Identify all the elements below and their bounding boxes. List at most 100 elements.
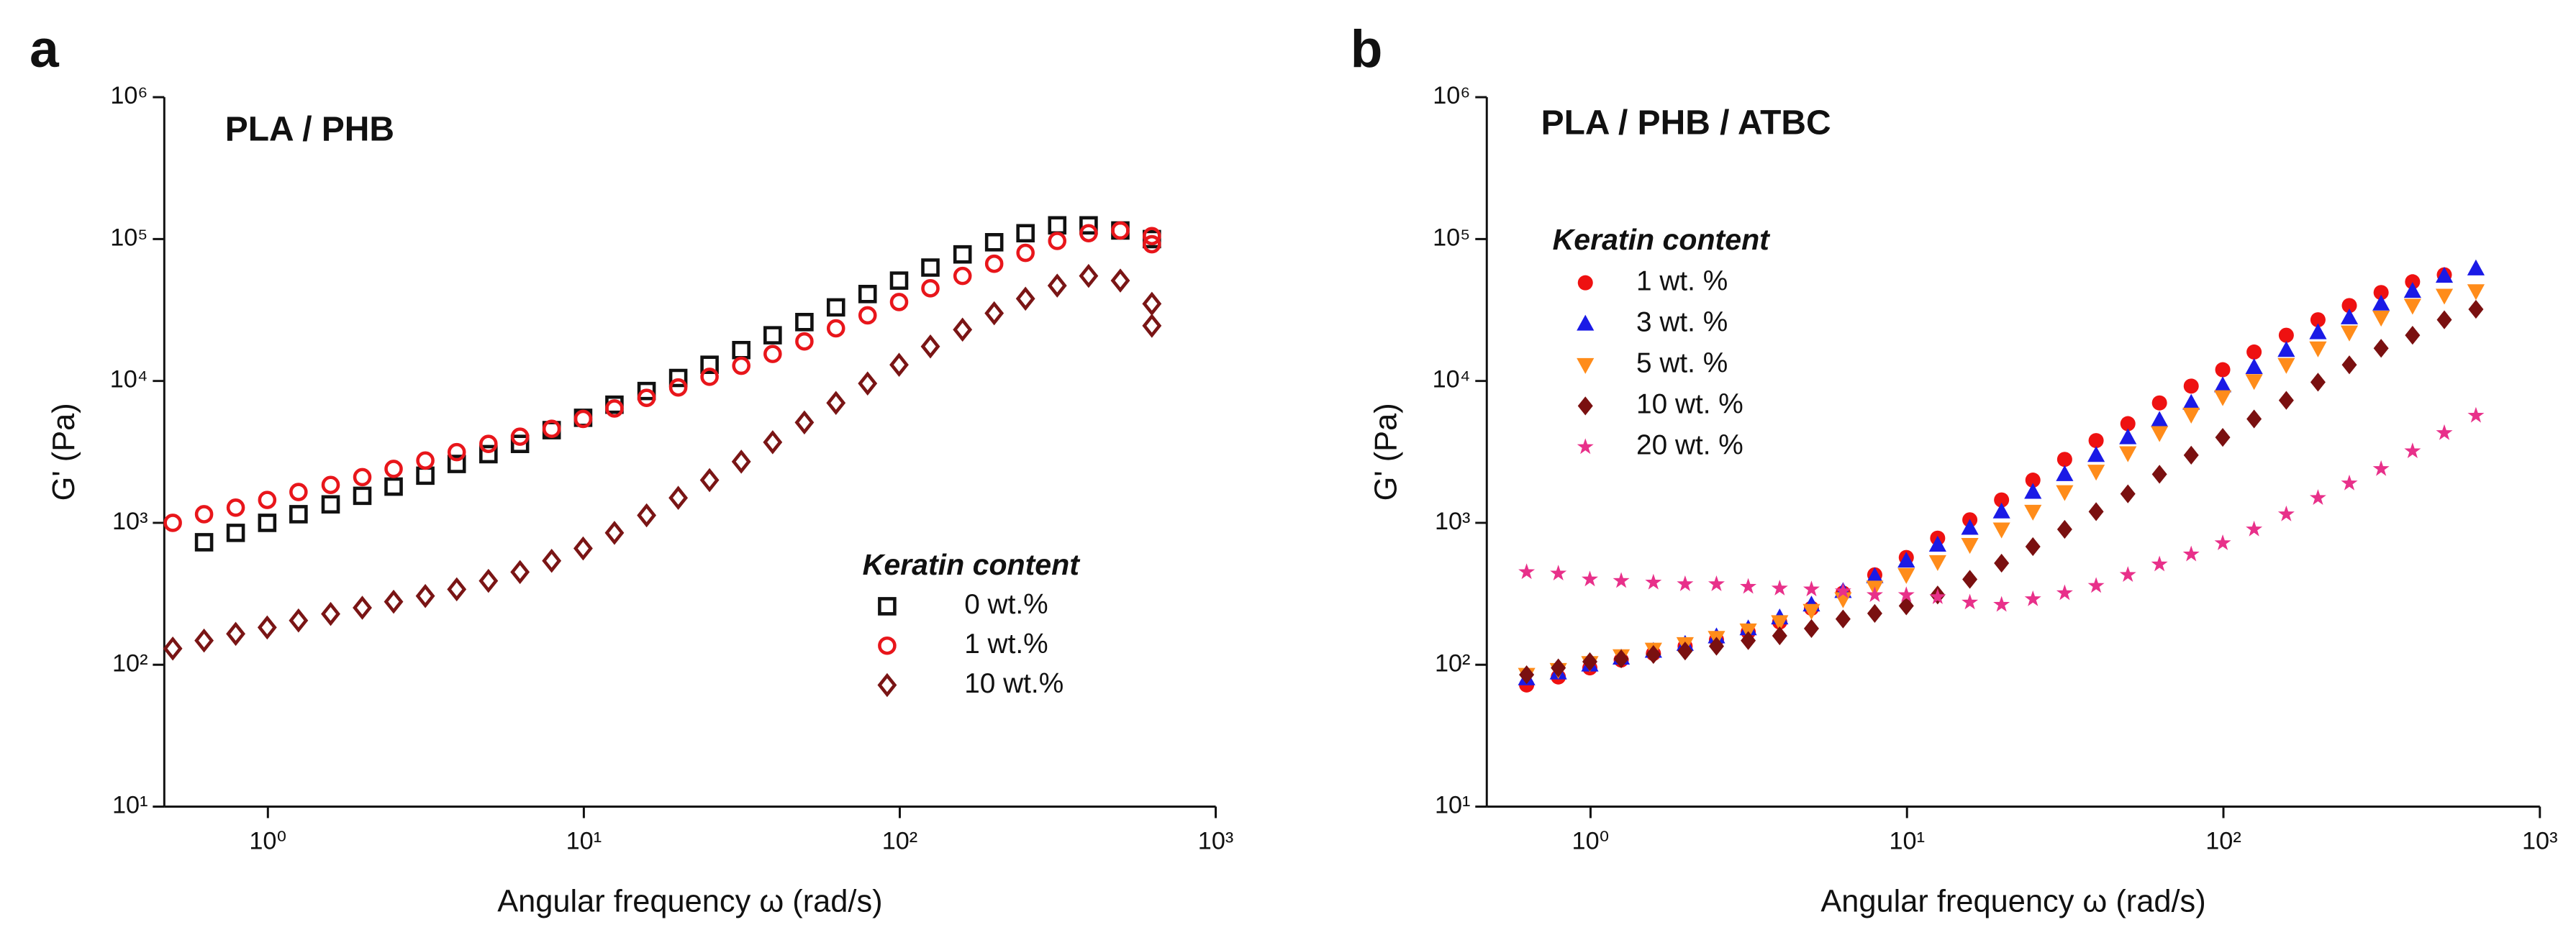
data-point [2245, 357, 2263, 375]
data-point [353, 468, 372, 487]
data-point [2435, 288, 2454, 305]
y-tick-label: 10¹ [112, 792, 148, 819]
data-point [479, 568, 499, 593]
data-point [2183, 378, 2199, 394]
data-point [2246, 409, 2262, 429]
data-point [2404, 442, 2421, 459]
legend-marker [878, 597, 897, 616]
data-point [1015, 286, 1035, 311]
data-point [700, 368, 719, 386]
data-point [542, 548, 562, 573]
data-point [163, 636, 183, 661]
data-point [1928, 555, 1946, 571]
data-point [2182, 545, 2200, 562]
data-point [479, 434, 498, 453]
data-point [668, 485, 689, 510]
data-point [2245, 374, 2263, 391]
data-point [2372, 311, 2390, 327]
data-point [415, 583, 435, 608]
data-point [1897, 567, 1915, 584]
data-point [858, 371, 878, 396]
data-point [2151, 555, 2168, 572]
legend-label: 10 wt.% [964, 668, 1063, 699]
data-point [2435, 267, 2454, 283]
data-point [2182, 407, 2200, 424]
data-point [1582, 652, 1598, 672]
data-point [2087, 446, 2105, 462]
data-point [2183, 445, 2199, 465]
data-point [510, 427, 530, 446]
data-point [2277, 341, 2295, 357]
data-point [826, 298, 845, 317]
panel-label: a [30, 20, 60, 78]
legend-marker [1577, 357, 1595, 374]
data-point [2340, 308, 2359, 324]
y-tick-label: 10³ [112, 508, 148, 535]
data-point [889, 293, 909, 311]
data-point [289, 483, 308, 501]
data-point [573, 409, 593, 429]
data-point [1142, 314, 1162, 338]
data-point [2310, 312, 2326, 328]
data-point [1143, 227, 1161, 246]
data-point [731, 450, 751, 474]
data-point [605, 399, 624, 418]
data-point [1048, 216, 1067, 235]
data-point [2278, 391, 2294, 410]
data-point [1646, 644, 1661, 665]
data-point [353, 596, 372, 620]
y-tick-label: 10⁶ [110, 82, 148, 109]
data-point [795, 332, 814, 351]
data-point [1143, 234, 1161, 254]
x-tick-label: 10¹ [1889, 828, 1924, 855]
data-point [889, 271, 909, 290]
data-point [2120, 416, 2136, 432]
data-point [2372, 460, 2390, 476]
data-point [953, 245, 972, 264]
data-point [1707, 575, 1725, 591]
data-point [953, 266, 972, 286]
data-point [2373, 339, 2389, 358]
data-point [479, 444, 498, 464]
data-point [2403, 298, 2421, 315]
y-tick-label: 10⁴ [110, 366, 148, 393]
data-point [289, 608, 309, 633]
data-point [1079, 263, 1099, 288]
legend-marker [878, 636, 897, 655]
data-point [2215, 362, 2231, 378]
data-point [763, 430, 783, 455]
data-point [2056, 485, 2074, 501]
data-point [1992, 522, 2010, 539]
chart-title: PLA / PHB / ATBC [1541, 104, 1831, 142]
data-point [2024, 504, 2042, 521]
data-point [1047, 273, 1067, 298]
legend-label: 0 wt.% [964, 589, 1048, 620]
legend-label: 1 wt. % [1636, 265, 1728, 296]
data-point [2151, 411, 2169, 427]
data-point [226, 621, 246, 647]
legend-marker [1577, 314, 1595, 331]
data-point [984, 301, 1004, 326]
legend-marker [877, 672, 897, 698]
data-point [1518, 563, 1536, 580]
data-point [416, 451, 435, 470]
data-point [2246, 344, 2262, 360]
data-point [953, 317, 973, 342]
data-point [2213, 390, 2232, 406]
data-point [447, 442, 466, 462]
data-point [2277, 357, 2295, 374]
x-axis-label: Angular frequency ω (rad/s) [497, 885, 882, 919]
data-point [763, 326, 782, 345]
data-point [1613, 572, 1630, 588]
data-point [2309, 489, 2326, 505]
data-point [826, 391, 846, 416]
data-point [2025, 473, 2041, 488]
data-point [2403, 282, 2421, 298]
data-point [194, 505, 214, 524]
x-axis-label: Angular frequency ω (rad/s) [1820, 885, 2205, 919]
y-tick-label: 10¹ [1435, 792, 1470, 819]
data-point [1802, 603, 1820, 620]
data-point [2467, 259, 2485, 275]
data-point [1582, 570, 1598, 587]
